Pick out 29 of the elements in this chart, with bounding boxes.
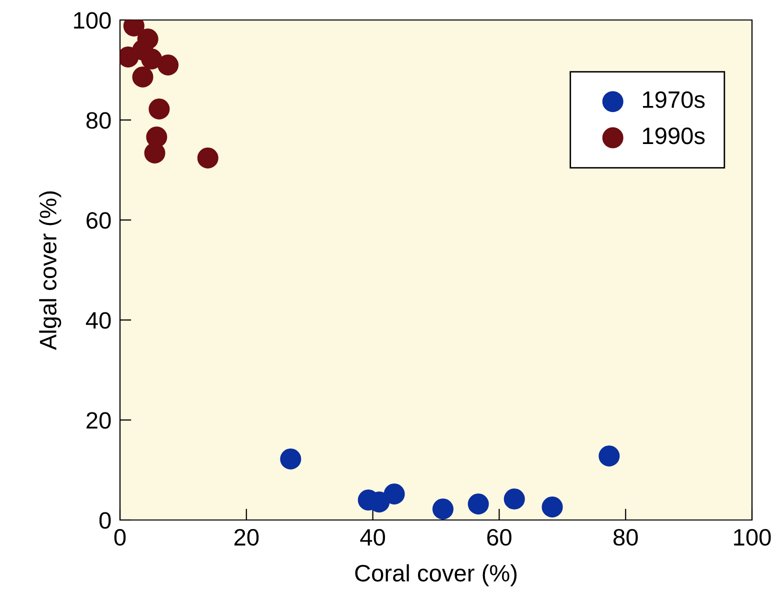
- point: [598, 445, 620, 467]
- point: [542, 496, 563, 518]
- point: [384, 483, 405, 505]
- point: [144, 142, 166, 164]
- x-axis-title: Coral cover (%): [355, 564, 517, 586]
- y-tick-label: 100: [74, 12, 111, 29]
- point: [132, 66, 154, 88]
- x-tick-label: 20: [234, 528, 259, 546]
- point: [197, 147, 218, 169]
- point: [158, 54, 179, 76]
- y-tick-label: 20: [86, 412, 111, 429]
- legend-label: 1990s: [642, 127, 705, 144]
- point: [148, 98, 170, 120]
- x-tick-label: 80: [613, 528, 638, 546]
- x-tick-label: 0: [114, 528, 126, 546]
- y-axis-title: Algal cover (%): [39, 191, 62, 350]
- point: [504, 488, 525, 510]
- point: [141, 48, 162, 70]
- x-tick-label: 40: [360, 528, 386, 546]
- x-tick-label: 60: [487, 528, 512, 546]
- legend-label: 1970s: [642, 91, 705, 108]
- point: [280, 448, 302, 470]
- point: [432, 498, 454, 520]
- y-tick-label: 60: [86, 212, 111, 229]
- y-tick-label: 40: [86, 312, 111, 329]
- y-tick-label: 80: [86, 112, 111, 129]
- point: [468, 493, 489, 515]
- x-tick-label: 100: [734, 528, 771, 546]
- y-tick-label: 0: [99, 512, 111, 529]
